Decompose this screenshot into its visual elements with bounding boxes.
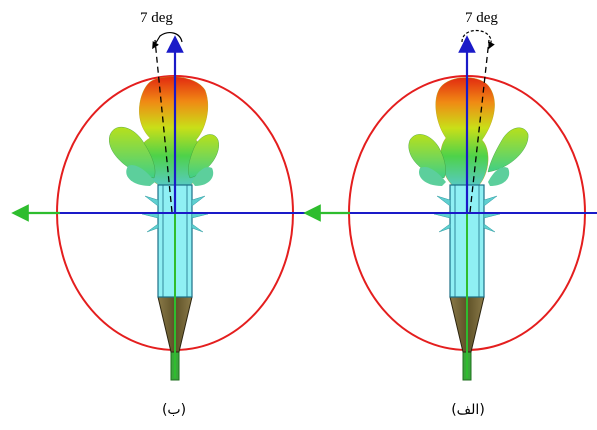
beam-direction-line xyxy=(469,39,490,213)
angle-label: 7 deg xyxy=(465,10,498,26)
radiation-pattern xyxy=(109,76,219,191)
panel-alef: 7 deg (الف) xyxy=(303,10,597,418)
beam-direction-line xyxy=(154,39,173,213)
angle-label: 7 deg xyxy=(140,10,173,26)
radiation-pattern xyxy=(408,77,529,191)
panel-b: 7 deg (ب) xyxy=(11,10,305,418)
panel-caption: (ب) xyxy=(162,402,186,418)
angle-arc xyxy=(461,29,495,50)
angle-arc xyxy=(152,32,183,50)
panel-caption: (الف) xyxy=(451,402,485,418)
